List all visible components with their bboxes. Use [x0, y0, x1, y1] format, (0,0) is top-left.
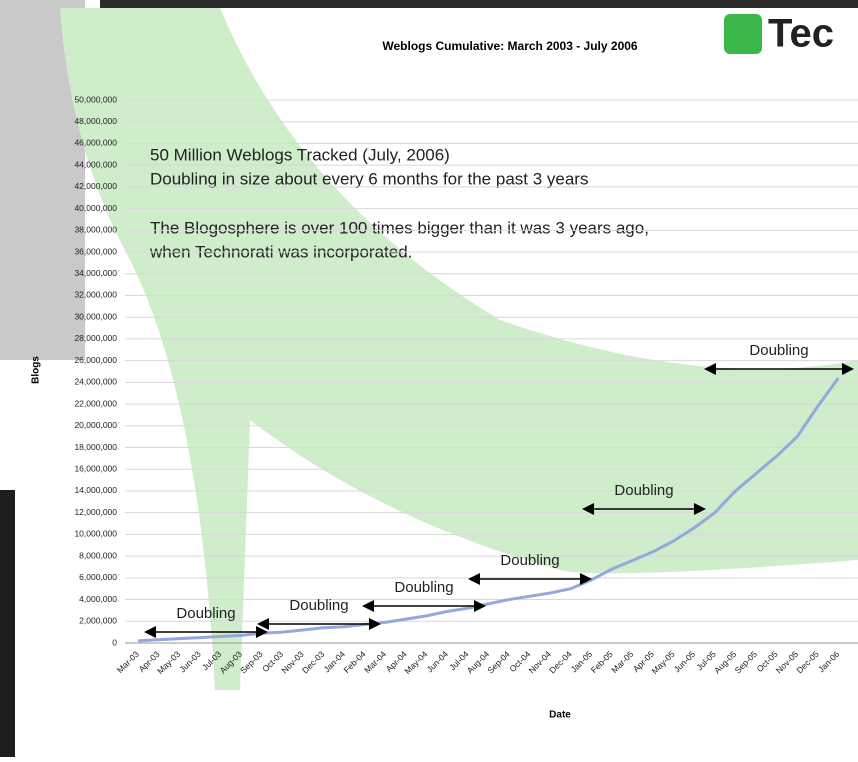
annotation: Doubling in size about every 6 months fo…	[150, 169, 588, 188]
y-tick-label: 30,000,000	[74, 311, 117, 321]
y-tick-label: 36,000,000	[74, 246, 117, 256]
y-tick-label: 22,000,000	[74, 398, 117, 408]
logo-text: Tec	[768, 12, 834, 56]
swoosh-shape	[60, 8, 858, 690]
y-tick-label: 42,000,000	[74, 181, 117, 191]
y-tick-label: 6,000,000	[79, 572, 117, 582]
y-tick-label: 28,000,000	[74, 333, 117, 343]
annotation: 50 Million Weblogs Tracked (July, 2006)	[150, 145, 450, 164]
chart-title: Weblogs Cumulative: March 2003 - July 20…	[382, 39, 638, 53]
y-tick-label: 20,000,000	[74, 420, 117, 430]
doubling-label: Doubling	[394, 579, 453, 596]
y-tick-label: 18,000,000	[74, 442, 117, 452]
y-tick-label: 10,000,000	[74, 529, 117, 539]
doubling-label: Doubling	[614, 482, 673, 499]
x-axis-label: Date	[549, 710, 571, 721]
doubling-label: Doubling	[500, 552, 559, 569]
y-axis-label: Blogs	[31, 356, 42, 384]
y-tick-label: 8,000,000	[79, 550, 117, 560]
y-tick-label: 32,000,000	[74, 290, 117, 300]
y-tick-label: 0	[112, 637, 117, 647]
y-tick-label: 50,000,000	[74, 94, 117, 104]
doubling-label: Doubling	[749, 342, 808, 359]
y-tick-label: 46,000,000	[74, 138, 117, 148]
logo-icon	[724, 14, 762, 54]
y-tick-label: 14,000,000	[74, 485, 117, 495]
y-tick-label: 26,000,000	[74, 355, 117, 365]
annotation: The Blogosphere is over 100 times bigger…	[150, 218, 649, 237]
swoosh	[60, 8, 858, 690]
y-tick-label: 34,000,000	[74, 268, 117, 278]
top-bar	[100, 0, 858, 8]
y-tick-label: 48,000,000	[74, 116, 117, 126]
y-tick-label: 38,000,000	[74, 225, 117, 235]
y-tick-label: 24,000,000	[74, 377, 117, 387]
doubling-label: Doubling	[176, 605, 235, 622]
y-tick-label: 16,000,000	[74, 463, 117, 473]
y-tick-label: 4,000,000	[79, 594, 117, 604]
y-tick-label: 12,000,000	[74, 507, 117, 517]
panel	[0, 490, 15, 757]
doubling-label: Doubling	[289, 597, 348, 614]
y-tick-label: 40,000,000	[74, 203, 117, 213]
y-tick-label: 2,000,000	[79, 616, 117, 626]
y-tick-label: 44,000,000	[74, 159, 117, 169]
